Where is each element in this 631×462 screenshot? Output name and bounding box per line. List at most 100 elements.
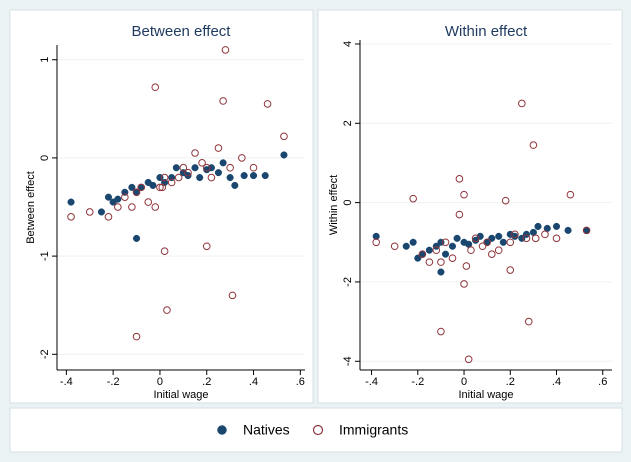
point <box>191 164 199 172</box>
y-tick-label: -2 <box>39 349 51 359</box>
point <box>506 266 515 274</box>
point <box>460 190 468 199</box>
x-tick-label: -.2 <box>411 376 424 388</box>
x-tick-label: .6 <box>296 376 305 388</box>
point <box>448 242 457 250</box>
panel <box>9 9 314 404</box>
point <box>263 100 272 108</box>
x-tick-label: .4 <box>552 376 561 388</box>
point <box>114 195 122 203</box>
point <box>202 242 211 251</box>
point <box>453 234 461 242</box>
point <box>228 291 237 300</box>
y-tick-label: 2 <box>342 120 354 126</box>
y-tick-label: 0 <box>39 155 51 161</box>
point <box>455 210 464 219</box>
point <box>97 208 106 216</box>
point <box>460 280 468 288</box>
point <box>495 232 503 240</box>
point <box>280 132 288 141</box>
point <box>372 238 380 247</box>
point <box>499 238 507 246</box>
x-axis-title: Initial wage <box>153 389 208 401</box>
point <box>524 317 533 326</box>
point <box>483 238 491 247</box>
point <box>226 174 234 182</box>
point <box>541 230 549 239</box>
point <box>132 234 141 242</box>
y-tick-label: -2 <box>342 277 354 287</box>
x-tick-label: -.4 <box>60 376 73 388</box>
point <box>104 193 113 201</box>
x-axis-title: Initial wage <box>458 389 513 401</box>
point <box>418 250 427 258</box>
point <box>172 164 180 172</box>
point <box>494 246 503 255</box>
point <box>425 246 433 254</box>
point <box>437 268 445 276</box>
point <box>214 169 222 177</box>
point <box>174 173 183 182</box>
point <box>564 226 572 234</box>
point <box>467 246 475 255</box>
point <box>202 163 211 172</box>
point <box>261 172 269 180</box>
point <box>441 250 450 258</box>
point <box>522 230 531 238</box>
point <box>432 246 441 255</box>
legend-marker <box>312 424 324 436</box>
point <box>409 194 417 203</box>
chart-title: Between effect <box>132 23 232 40</box>
point <box>219 97 227 105</box>
point <box>85 208 94 216</box>
point <box>132 332 141 341</box>
chart-title: Within effect <box>445 23 528 40</box>
point <box>511 232 519 240</box>
point <box>231 181 239 189</box>
point <box>158 183 167 192</box>
point <box>221 46 230 54</box>
point <box>114 203 122 211</box>
y-axis-title: Between effect <box>25 171 37 244</box>
point <box>184 168 192 177</box>
point <box>191 149 199 157</box>
point <box>121 193 129 201</box>
point <box>280 151 288 159</box>
point <box>207 173 216 182</box>
point <box>249 172 258 180</box>
point <box>240 172 248 180</box>
point <box>471 234 480 243</box>
x-tick-label: .2 <box>506 376 515 388</box>
point <box>156 183 164 192</box>
legend-label: Immigrants <box>339 422 408 438</box>
y-tick-label: -1 <box>39 251 51 261</box>
point <box>67 213 75 221</box>
legend-marker <box>217 425 227 435</box>
point <box>160 173 169 182</box>
x-tick-label: .2 <box>202 376 211 388</box>
point <box>522 234 531 243</box>
point <box>149 181 157 189</box>
point <box>372 232 380 240</box>
point <box>144 198 153 206</box>
point <box>67 198 75 206</box>
y-tick-label: 4 <box>342 41 354 47</box>
point <box>249 163 258 172</box>
point <box>506 238 515 247</box>
point <box>425 258 434 266</box>
point <box>226 163 234 172</box>
point <box>487 250 496 258</box>
x-tick-label: 0 <box>157 376 163 388</box>
point <box>137 183 146 192</box>
point <box>437 327 445 336</box>
point <box>552 234 561 243</box>
point <box>472 236 480 244</box>
point <box>219 159 227 167</box>
point <box>534 222 542 230</box>
y-tick-label: 1 <box>39 57 51 63</box>
x-tick-label: .6 <box>598 376 607 388</box>
point <box>448 254 457 262</box>
point <box>132 188 141 197</box>
point <box>196 174 204 182</box>
